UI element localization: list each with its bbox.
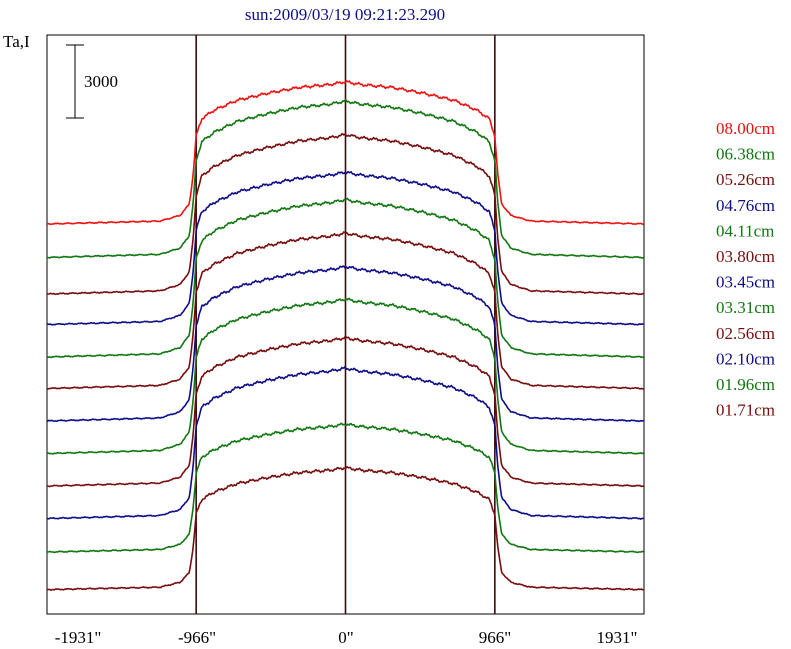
x-tick-label-1: -966" [178,628,216,647]
chart-title: sun:2009/03/19 09:21:23.290 [245,5,445,24]
series-line-02.10cm [47,366,644,520]
series-line-04.11cm [46,197,644,359]
x-tick-label-2: 0" [338,628,353,647]
series-line-03.80cm [46,230,644,390]
legend: 08.00cm 06.38cm 05.26cm 04.76cm 04.11cm 03.80… [716,119,775,420]
legend-entry-3: 04.76cm [716,196,775,215]
legend-entry-11: 01.71cm [716,401,775,420]
x-tick-labels: -1931" -966" 0" 966" 1931" [55,628,638,647]
legend-entry-6: 03.45cm [716,273,775,292]
legend-entry-1: 06.38cm [716,145,775,164]
series-line-08.00cm [46,79,644,226]
legend-entry-8: 02.56cm [716,324,775,343]
y-axis-label: Ta,I [3,32,30,51]
series-line-01.71cm [46,466,644,591]
series-line-05.26cm [46,132,644,296]
series-line-02.56cm [47,335,644,488]
x-tick-label-3: 966" [479,628,511,647]
legend-entry-10: 01.96cm [716,375,775,394]
legend-entry-9: 02.10cm [716,349,775,368]
legend-entry-2: 05.26cm [716,170,775,189]
x-tick-label-0: -1931" [55,628,102,647]
legend-entry-4: 04.11cm [716,221,774,240]
x-tick-label-4: 1931" [597,628,638,647]
series-curves [46,79,644,591]
scale-bar-label: 3000 [84,72,118,91]
scale-bar: 3000 [66,44,118,119]
legend-entry-0: 08.00cm [716,119,775,138]
legend-entry-7: 03.31cm [716,298,775,317]
series-line-03.45cm [46,265,644,423]
series-line-04.76cm [46,170,644,326]
legend-entry-5: 03.80cm [716,247,775,266]
series-line-03.31cm [46,297,644,455]
series-line-06.38cm [46,98,644,259]
series-line-01.96cm [46,422,644,554]
